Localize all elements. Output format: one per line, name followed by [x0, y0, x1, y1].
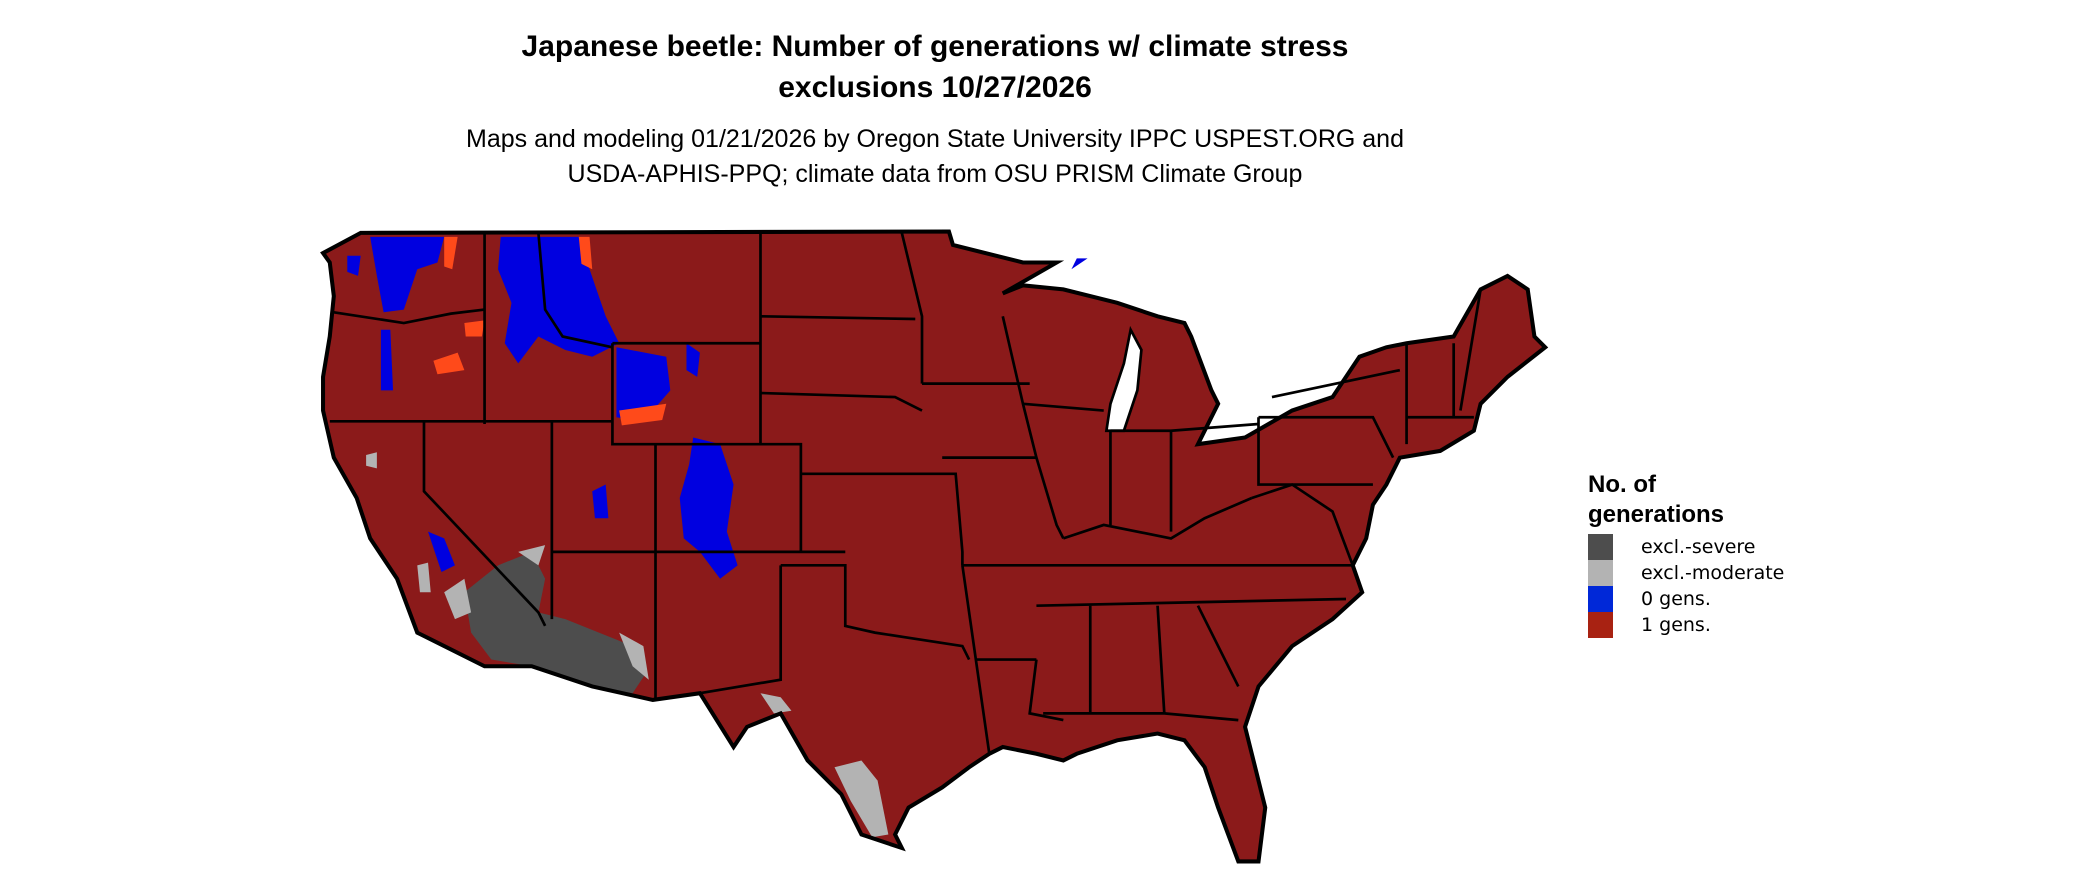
- legend-swatch: [1588, 612, 1613, 638]
- legend-title-line-1: No. of: [1588, 471, 1656, 498]
- legend-item-0-gens: 0 gens.: [1588, 586, 1784, 612]
- subtitle-line-1: Maps and modeling 01/21/2026 by Oregon S…: [466, 125, 1404, 153]
- excl-severe-region: [464, 551, 647, 694]
- zero-gens-region: [347, 236, 738, 579]
- map-title: Japanese beetle: Number of generations w…: [0, 26, 1870, 108]
- legend: No. of generations excl.-severe excl.-mo…: [1588, 470, 1784, 638]
- legend-title: No. of generations: [1588, 470, 1784, 530]
- legend-swatch: [1588, 586, 1613, 612]
- legend-item-excl-severe: excl.-severe: [1588, 534, 1784, 560]
- legend-label: excl.-moderate: [1641, 562, 1785, 584]
- legend-swatch: [1588, 534, 1613, 560]
- title-line-1: Japanese beetle: Number of generations w…: [521, 30, 1349, 63]
- legend-item-1-gens: 1 gens.: [1588, 612, 1784, 638]
- isle-royale: [1071, 258, 1088, 270]
- subtitle-line-2: USDA-APHIS-PPQ; climate data from OSU PR…: [567, 160, 1303, 188]
- lake-michigan: [1106, 329, 1142, 431]
- legend-title-line-2: generations: [1588, 501, 1725, 528]
- legend-swatch: [1588, 560, 1613, 586]
- legend-label: excl.-severe: [1641, 536, 1756, 558]
- state-boundaries: [329, 232, 1482, 754]
- legend-label: 1 gens.: [1641, 614, 1711, 636]
- map-subtitle: Maps and modeling 01/21/2026 by Oregon S…: [0, 122, 1870, 192]
- edge-region: [433, 236, 667, 426]
- title-line-2: exclusions 10/27/2026: [778, 71, 1092, 104]
- legend-item-excl-moderate: excl.-moderate: [1588, 560, 1784, 586]
- legend-label: 0 gens.: [1641, 588, 1711, 610]
- us-outline: [320, 229, 1549, 864]
- lake-michigan-outline: [1104, 325, 1143, 433]
